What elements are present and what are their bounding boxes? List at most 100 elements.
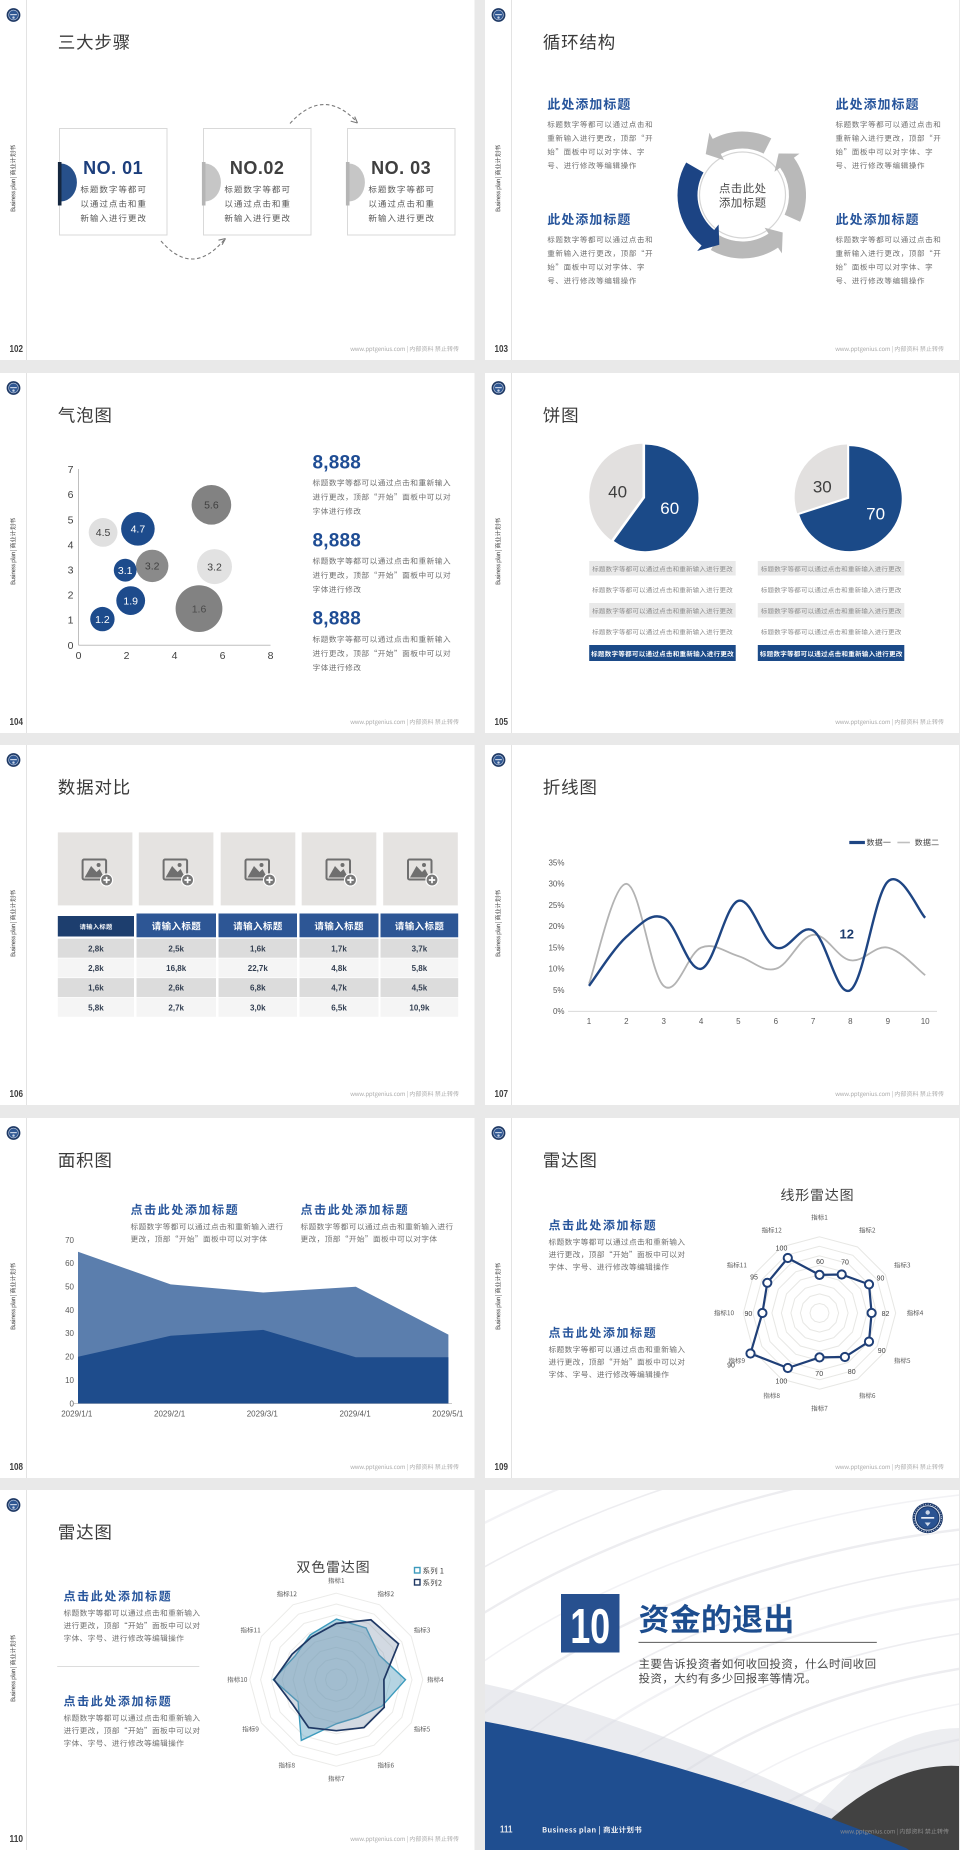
- svg-text:3: 3: [661, 1017, 666, 1026]
- svg-text:NO. 03: NO. 03: [371, 158, 431, 178]
- svg-text:70: 70: [866, 504, 885, 523]
- svg-text:2029/4/1: 2029/4/1: [340, 1409, 372, 1418]
- svg-text:4: 4: [172, 649, 178, 661]
- svg-text:30%: 30%: [548, 880, 564, 889]
- svg-text:5.6: 5.6: [204, 499, 219, 511]
- svg-text:3,0k: 3,0k: [250, 1003, 266, 1012]
- svg-text:106: 106: [10, 1088, 24, 1100]
- svg-text:2,8k: 2,8k: [88, 964, 104, 973]
- svg-text:10%: 10%: [548, 965, 564, 974]
- svg-text:1.6: 1.6: [192, 603, 207, 615]
- svg-text:0: 0: [68, 639, 74, 651]
- svg-text:22,7k: 22,7k: [248, 964, 269, 973]
- svg-text:6,5k: 6,5k: [331, 1003, 347, 1012]
- svg-text:3.2: 3.2: [207, 561, 222, 573]
- svg-text:70: 70: [815, 1370, 823, 1377]
- svg-text:40: 40: [608, 482, 627, 501]
- svg-text:80: 80: [847, 1369, 855, 1376]
- svg-text:90: 90: [877, 1348, 885, 1355]
- svg-text:20: 20: [65, 1352, 74, 1361]
- svg-text:100: 100: [775, 1378, 787, 1385]
- svg-text:3: 3: [68, 564, 74, 576]
- svg-text:105: 105: [494, 716, 508, 728]
- svg-text:25%: 25%: [548, 901, 564, 910]
- svg-text:4,8k: 4,8k: [331, 964, 347, 973]
- svg-text:90: 90: [744, 1310, 752, 1317]
- svg-text:102: 102: [10, 343, 24, 355]
- svg-text:5,8k: 5,8k: [88, 1003, 104, 1012]
- svg-text:111: 111: [500, 1824, 513, 1836]
- svg-text:40: 40: [65, 1305, 74, 1314]
- svg-text:20%: 20%: [548, 922, 564, 931]
- svg-text:70: 70: [65, 1235, 74, 1244]
- svg-text:0: 0: [70, 1399, 75, 1408]
- svg-text:6: 6: [773, 1017, 778, 1026]
- svg-text:3.1: 3.1: [118, 565, 133, 577]
- svg-text:10: 10: [65, 1375, 74, 1384]
- svg-text:4: 4: [68, 539, 74, 551]
- svg-text:2,7k: 2,7k: [168, 1003, 184, 1012]
- svg-text:2029/2/1: 2029/2/1: [154, 1409, 186, 1418]
- svg-text:2029/3/1: 2029/3/1: [247, 1409, 279, 1418]
- svg-text:6: 6: [68, 489, 74, 501]
- svg-text:30: 30: [65, 1329, 74, 1338]
- svg-text:6,8k: 6,8k: [250, 984, 266, 993]
- svg-text:10: 10: [920, 1017, 929, 1026]
- svg-text:2,5k: 2,5k: [168, 944, 184, 953]
- svg-text:110: 110: [10, 1833, 24, 1845]
- svg-text:1,6k: 1,6k: [88, 984, 104, 993]
- svg-text:90: 90: [876, 1275, 884, 1282]
- svg-text:82: 82: [881, 1310, 889, 1317]
- svg-text:8,888: 8,888: [313, 608, 362, 629]
- svg-text:5: 5: [68, 514, 74, 526]
- svg-text:2: 2: [68, 589, 74, 601]
- svg-text:1.9: 1.9: [123, 595, 138, 607]
- svg-text:60: 60: [816, 1258, 824, 1265]
- svg-text:6: 6: [220, 649, 226, 661]
- svg-text:1: 1: [68, 614, 74, 626]
- svg-text:3,7k: 3,7k: [412, 944, 428, 953]
- svg-text:15%: 15%: [548, 943, 564, 952]
- svg-text:4.7: 4.7: [131, 523, 146, 535]
- svg-text:100: 100: [775, 1245, 787, 1252]
- svg-text:NO.02: NO.02: [230, 158, 285, 178]
- svg-text:35%: 35%: [548, 858, 564, 867]
- svg-text:4.5: 4.5: [96, 527, 111, 539]
- svg-text:108: 108: [10, 1461, 24, 1473]
- svg-text:50: 50: [65, 1282, 74, 1291]
- svg-text:0%: 0%: [552, 1007, 564, 1016]
- svg-text:8,888: 8,888: [313, 530, 362, 551]
- svg-text:16,8k: 16,8k: [166, 964, 187, 973]
- svg-text:1,7k: 1,7k: [331, 944, 347, 953]
- svg-text:70: 70: [841, 1259, 849, 1266]
- svg-text:4: 4: [698, 1017, 703, 1026]
- svg-text:90: 90: [727, 1362, 735, 1369]
- svg-text:NO. 01: NO. 01: [83, 158, 143, 178]
- svg-text:5: 5: [736, 1017, 741, 1026]
- svg-text:2029/1/1: 2029/1/1: [61, 1409, 93, 1418]
- svg-text:60: 60: [660, 499, 679, 518]
- svg-text:95: 95: [750, 1274, 758, 1281]
- svg-text:5%: 5%: [552, 986, 564, 995]
- svg-text:104: 104: [10, 716, 24, 728]
- svg-text:5,8k: 5,8k: [412, 964, 428, 973]
- svg-text:2,6k: 2,6k: [168, 984, 184, 993]
- svg-text:2: 2: [624, 1017, 629, 1026]
- svg-text:8: 8: [848, 1017, 853, 1026]
- svg-text:1,6k: 1,6k: [250, 944, 266, 953]
- svg-text:10: 10: [570, 1600, 610, 1654]
- svg-text:7: 7: [68, 464, 74, 476]
- svg-text:60: 60: [65, 1259, 74, 1268]
- svg-text:9: 9: [885, 1017, 890, 1026]
- svg-text:2029/5/1: 2029/5/1: [432, 1409, 464, 1418]
- svg-text:10,9k: 10,9k: [409, 1003, 430, 1012]
- svg-text:4,5k: 4,5k: [412, 984, 428, 993]
- svg-text:4,7k: 4,7k: [331, 984, 347, 993]
- svg-text:103: 103: [494, 343, 508, 355]
- svg-text:12: 12: [839, 927, 853, 942]
- svg-text:2,8k: 2,8k: [88, 944, 104, 953]
- svg-text:7: 7: [810, 1017, 815, 1026]
- svg-text:2: 2: [124, 649, 130, 661]
- svg-text:1: 1: [586, 1017, 591, 1026]
- svg-text:0: 0: [76, 649, 82, 661]
